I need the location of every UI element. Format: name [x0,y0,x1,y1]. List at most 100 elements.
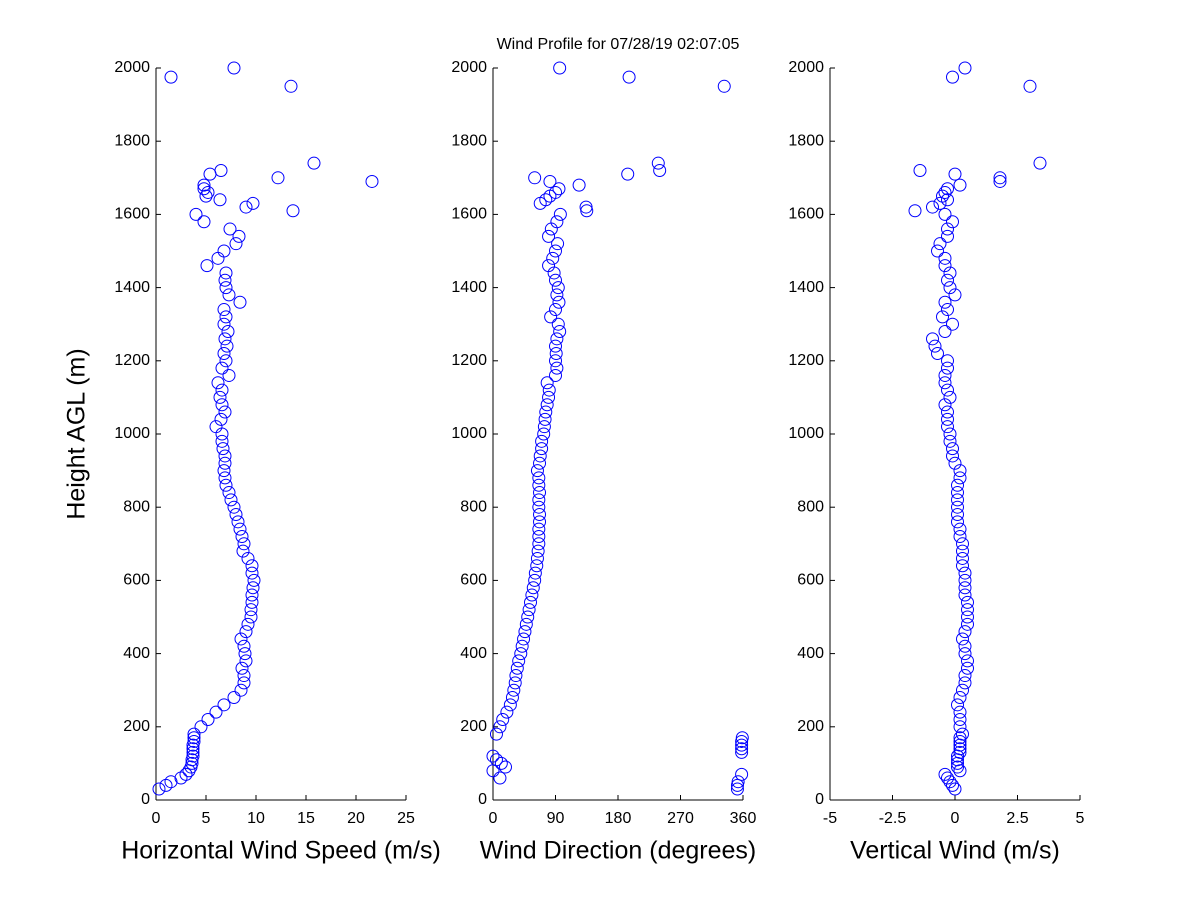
point [958,647,972,661]
point [958,566,972,580]
point [951,486,964,500]
point [549,303,562,317]
point [194,720,208,734]
point [535,442,549,456]
point [227,500,241,514]
point [553,61,567,75]
point [221,325,235,339]
y-tick-label: 1000 [451,425,487,442]
point [532,478,546,492]
point [956,551,969,565]
point [499,760,512,774]
point [247,573,261,587]
point [943,434,957,448]
point [537,427,551,441]
point [941,354,954,368]
point [532,493,546,507]
x-tick-label: -5 [823,810,837,827]
point [517,632,531,646]
point [532,537,546,551]
point [958,676,972,690]
point [532,500,546,514]
point [953,712,967,726]
point [908,204,922,218]
point [538,412,552,426]
point [941,222,954,236]
point [229,508,243,522]
point [550,332,564,346]
point [227,691,241,705]
y-tick-label: 1400 [114,279,150,296]
point [951,493,964,507]
point [946,449,959,463]
point [953,705,967,719]
point [533,456,547,470]
point [496,712,510,726]
point [244,610,258,624]
point [219,478,233,492]
y-tick-label: 800 [797,498,824,515]
point [217,346,231,360]
point [528,566,542,580]
point [246,581,260,595]
point [197,178,211,192]
point [551,317,565,331]
point [213,390,227,404]
point [539,193,553,207]
point [936,310,949,324]
point [549,273,562,287]
point [936,189,949,203]
y-tick-label: 1400 [451,279,487,296]
point [179,767,193,781]
point [622,70,636,84]
point [533,449,547,463]
point [237,676,251,690]
point [953,522,967,536]
point [526,581,540,595]
y-tick-label: 1200 [788,352,824,369]
point [938,295,952,309]
point [493,771,507,785]
point [213,193,227,207]
x-tick-label: 25 [397,810,415,827]
point [185,756,199,770]
point [946,215,959,229]
point [234,632,248,646]
y-tick-label: 1000 [788,425,824,442]
point [237,669,251,683]
point [200,259,214,273]
point [528,171,542,185]
point [218,273,232,287]
point [948,167,962,181]
point [215,398,229,412]
x-tick-label: 5 [202,810,211,827]
point [735,745,749,759]
point [235,529,249,543]
point [524,595,537,609]
point [926,332,939,346]
point [953,734,967,748]
y-tick-label: 800 [123,498,150,515]
point [953,691,967,705]
point [735,731,749,745]
y-tick-label: 1200 [114,352,150,369]
point [938,376,952,390]
point [542,229,556,243]
point [542,390,556,404]
point [186,742,200,756]
point [961,654,974,668]
point [735,738,749,752]
point [486,749,500,763]
point [549,368,562,382]
y-tick-label: 1400 [788,279,824,296]
point [489,753,503,767]
point [533,508,547,522]
y-tick-label: 200 [123,718,150,735]
point [951,478,964,492]
point [546,251,560,265]
point [993,174,1007,188]
y-tick-label: 400 [797,645,824,662]
y-tick-label: 200 [797,718,824,735]
point [946,70,959,84]
point [938,398,952,412]
